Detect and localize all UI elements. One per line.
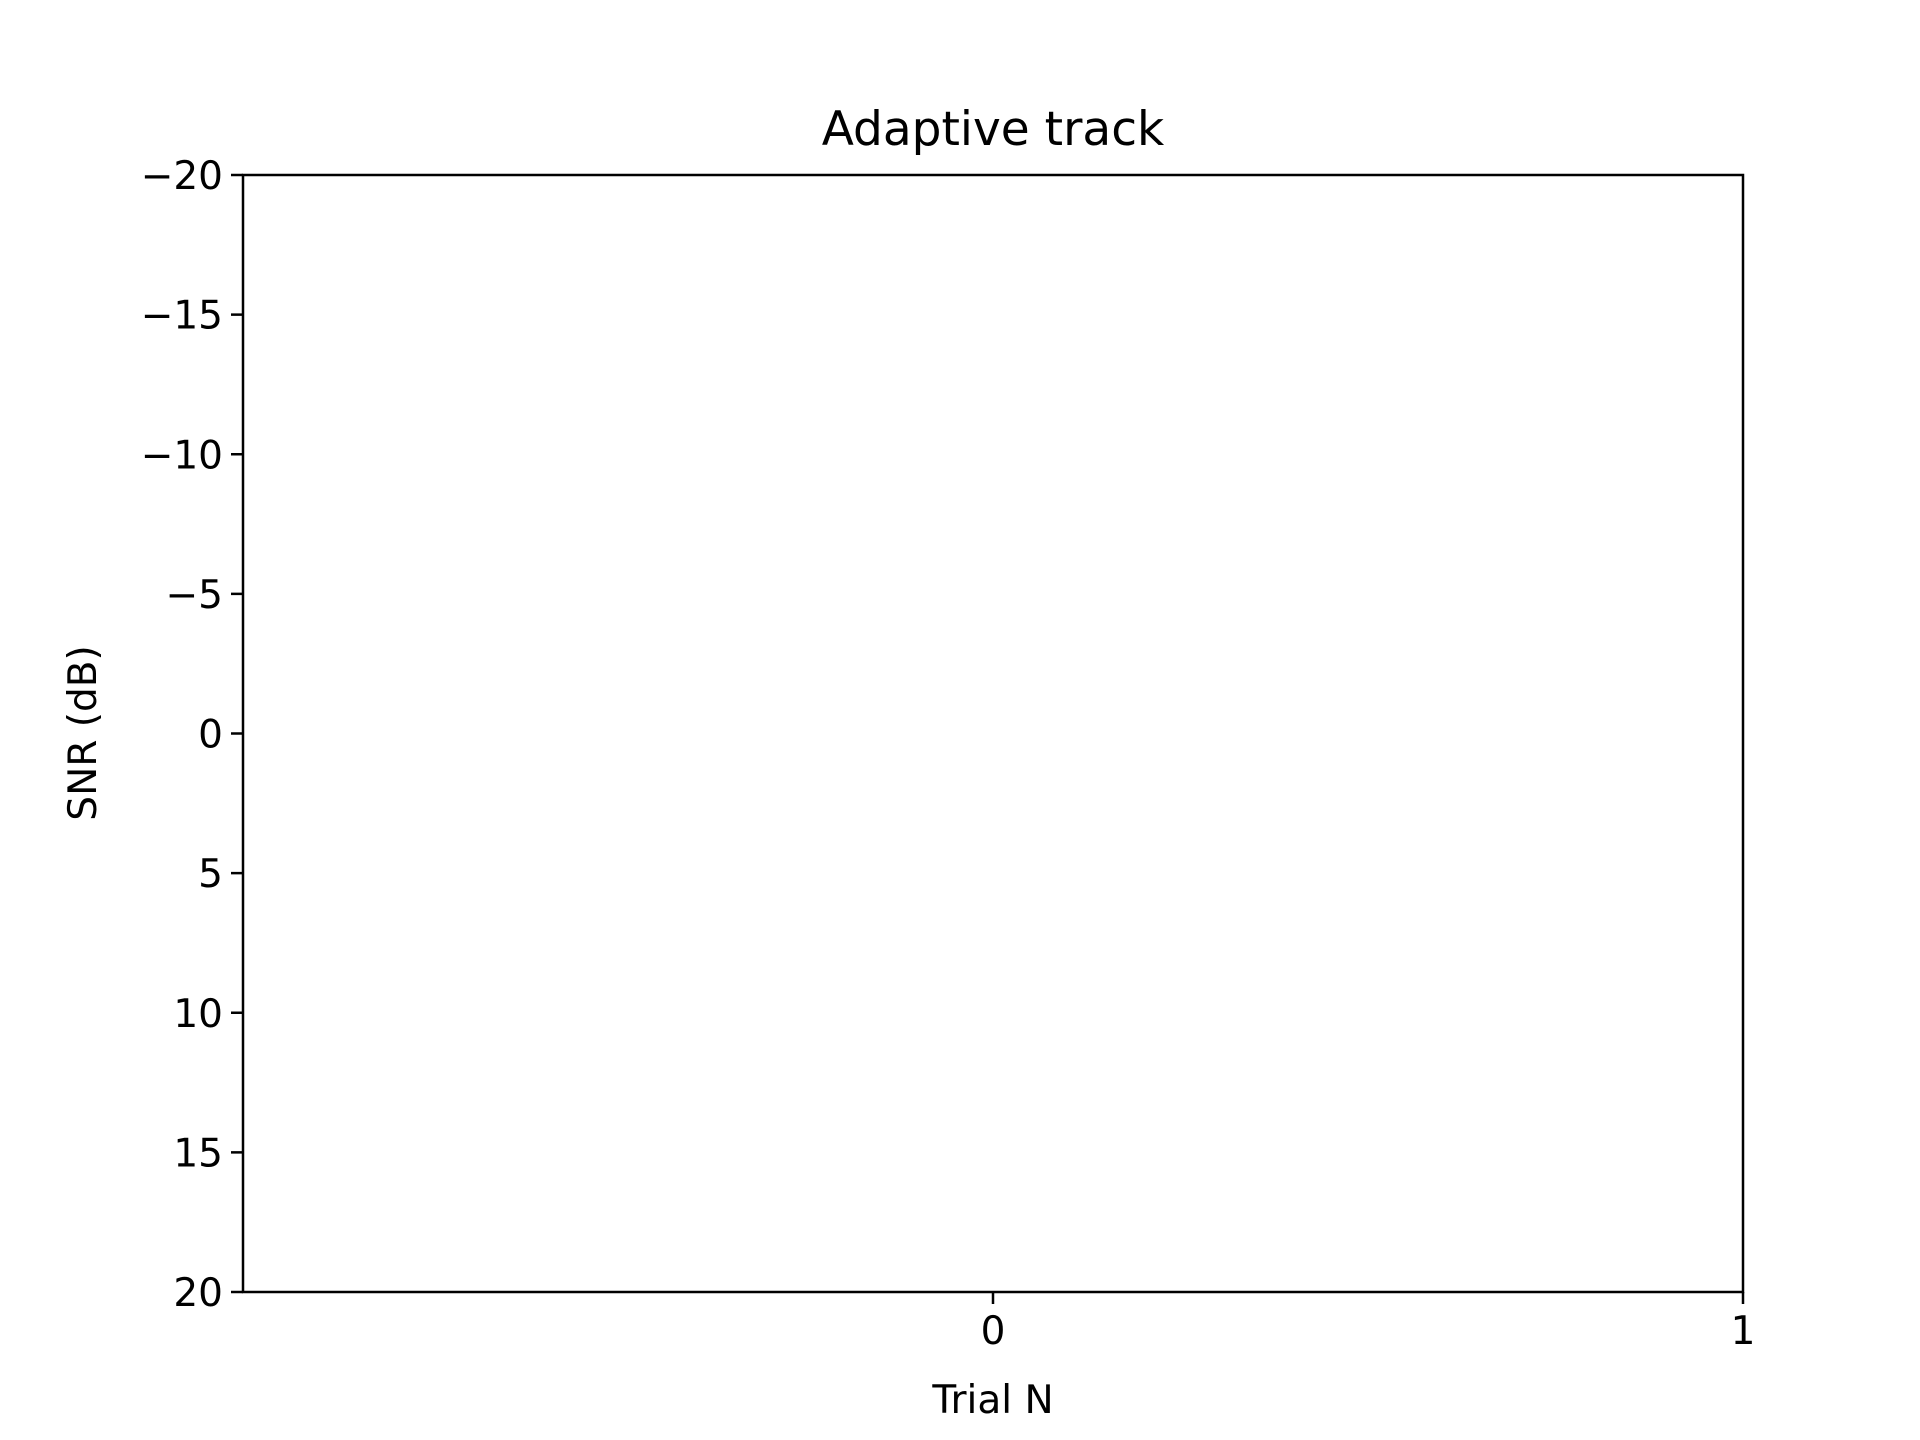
y-tick-label: −15 xyxy=(141,294,223,339)
y-axis-label: SNR (dB) xyxy=(61,645,106,820)
y-tick-label: 20 xyxy=(173,1271,223,1316)
y-tick-label: 10 xyxy=(173,992,223,1037)
y-tick-label: 0 xyxy=(198,713,223,758)
x-tick-label: 1 xyxy=(1731,1309,1756,1354)
y-tick-label: −5 xyxy=(166,573,224,618)
y-tick-label: −20 xyxy=(141,154,223,199)
y-axis: −20 −15 −10 −5 0 5 10 15 20 xyxy=(141,154,243,1316)
plot-area xyxy=(241,173,1745,1294)
y-tick-label: 15 xyxy=(173,1131,223,1176)
y-tick-label: −10 xyxy=(141,433,223,478)
x-axis-label: Trial N xyxy=(931,1378,1053,1423)
chart-title: Adaptive track xyxy=(822,102,1165,157)
y-tick-label: 5 xyxy=(198,852,223,897)
x-tick-label: 0 xyxy=(981,1309,1006,1354)
